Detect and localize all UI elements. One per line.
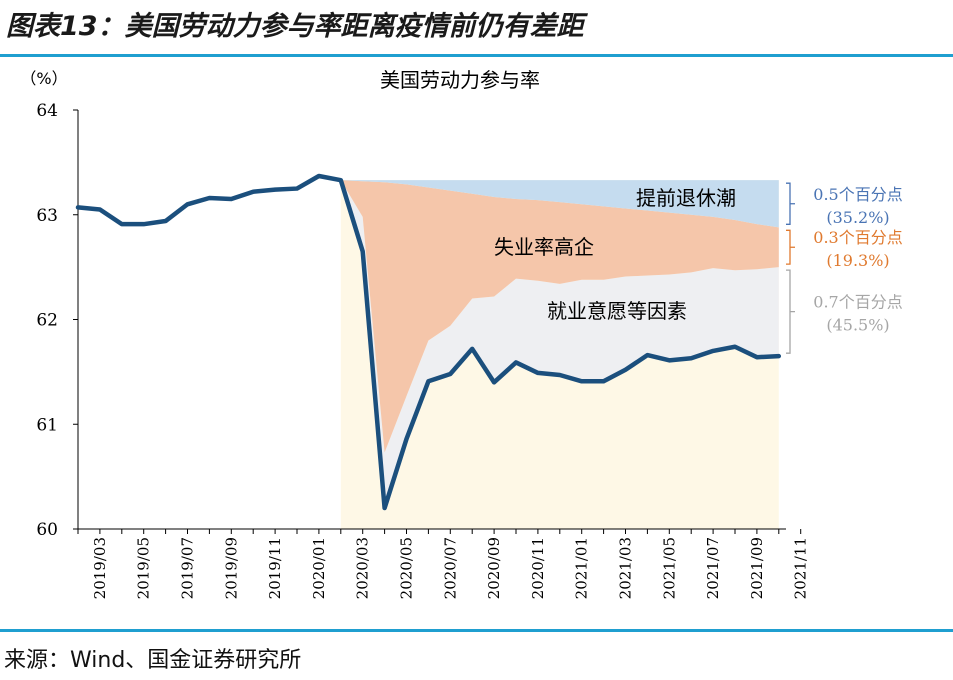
header-divider — [0, 54, 953, 57]
x-tick-label: 2019/11 — [266, 537, 284, 599]
bracket — [786, 182, 795, 225]
y-tick-label: 64 — [36, 101, 58, 121]
annotation-points: 0.5个百分点 — [813, 185, 902, 204]
y-tick-label: 60 — [36, 520, 58, 540]
x-tick-label: 2021/01 — [573, 537, 591, 599]
y-unit-label: （%） — [20, 69, 67, 88]
annotation-share: (19.3%) — [826, 251, 889, 270]
unemployment-band — [340, 180, 779, 453]
annotation-share: (35.2%) — [826, 208, 889, 227]
figure-title: 图表13：美国劳动力参与率距离疫情前仍有差距 — [6, 11, 584, 42]
x-tick-label: 2020/11 — [529, 537, 547, 599]
y-tick-label: 63 — [36, 206, 58, 226]
x-tick-label: 2021/09 — [748, 537, 766, 599]
y-tick-label: 62 — [36, 311, 58, 331]
x-tick-label: 2019/05 — [135, 537, 153, 599]
annotation-share: (45.5%) — [826, 316, 889, 335]
x-tick-label: 2021/07 — [704, 537, 722, 599]
employment-willingness-band — [340, 180, 779, 509]
bracket — [786, 229, 795, 265]
participation-rate-line — [75, 173, 782, 511]
employment-willingness-label: 就业意愿等因素 — [547, 299, 687, 323]
x-tick-label: 2020/01 — [310, 537, 328, 599]
chart-title: 美国劳动力参与率 — [380, 68, 540, 92]
early-retirement-band — [340, 180, 779, 228]
bracket — [786, 269, 795, 354]
x-tick-label: 2020/07 — [441, 537, 459, 599]
annotation-points: 0.3个百分点 — [813, 228, 902, 247]
x-tick-label: 2021/05 — [660, 537, 678, 599]
x-tick-label: 2019/09 — [222, 537, 240, 599]
x-tick-label: 2021/11 — [792, 537, 810, 599]
y-tick-label: 61 — [36, 415, 58, 435]
x-tick-label: 2021/03 — [617, 537, 635, 599]
x-tick-label: 2020/09 — [485, 537, 503, 599]
annotation-points: 0.7个百分点 — [813, 293, 902, 312]
unemployment-label: 失业率高企 — [494, 235, 594, 259]
early-retirement-label: 提前退休潮 — [636, 186, 736, 210]
x-tick-label: 2020/03 — [354, 537, 372, 599]
footer-divider — [0, 629, 953, 632]
x-tick-label: 2019/07 — [179, 537, 197, 599]
labor-participation-chart: 60 61 62 63 64 2019/03 2019/05 2019/07 2019/09 20… — [20, 68, 902, 599]
source-note: 来源：Wind、国金证券研究所 — [4, 648, 302, 673]
x-tick-label: 2019/03 — [91, 537, 109, 599]
x-tick-label: 2020/05 — [398, 537, 416, 599]
